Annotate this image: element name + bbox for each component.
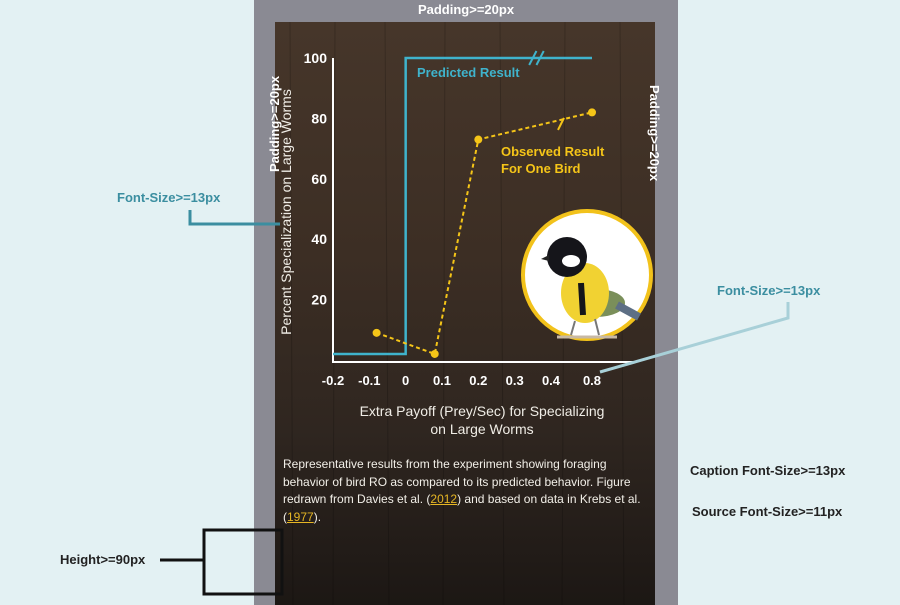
predicted-line	[333, 56, 592, 356]
y-tick-label: 80	[311, 110, 327, 126]
x-tick-label: -0.2	[322, 373, 344, 388]
x-axis-title-line1: Extra Payoff (Prey/Sec) for Specializing	[360, 403, 605, 419]
citation-link-2012[interactable]: 2012	[430, 492, 458, 506]
caption-text-1: Representative results from the experime…	[283, 457, 631, 506]
x-tick-label: 0.4	[542, 373, 561, 388]
predicted-axis-break-mark	[535, 50, 545, 66]
observed-axis-break-mark	[557, 117, 565, 131]
observed-data-point	[430, 349, 439, 358]
x-tick-label: 0.2	[469, 373, 487, 388]
observed-data-point	[588, 108, 596, 117]
x-tick-label: -0.1	[358, 373, 380, 388]
observed-line	[376, 111, 593, 356]
padding-left-label: Padding>=20px	[267, 75, 282, 172]
predicted-axis-break-mark	[528, 50, 538, 66]
font-size-annotation-left: Font-Size>=13px	[117, 190, 221, 205]
figure-caption: Representative results from the experime…	[283, 456, 649, 526]
payoff-chart: 20 40 60 80 100 -0.2 -0.1 0 0.1 0.2 0.3 0.4 0.8 Pred…	[278, 50, 653, 437]
caption-text-3: ).	[313, 509, 322, 524]
observed-data-point	[372, 328, 381, 337]
y-tick-label: 20	[311, 292, 327, 308]
observed-result-series	[372, 108, 596, 358]
observed-data-point	[474, 135, 483, 144]
y-tick-label: 60	[311, 171, 327, 187]
figure-panel: 20 40 60 80 100 -0.2 -0.1 0 0.1 0.2 0.3 0.4 0.8 Pred…	[275, 22, 655, 605]
caption-text-2: ) and based on data in Krebs et al. (	[283, 492, 641, 524]
x-tick-label: 0.8	[583, 373, 601, 388]
y-tick-label: 40	[311, 231, 327, 247]
font-size-annotation-right: Font-Size>=13px	[717, 283, 821, 298]
y-tick-label: 100	[304, 50, 328, 66]
x-tick-label: 0	[402, 373, 409, 388]
tick-labels: 20 40 60 80 100 -0.2 -0.1 0 0.1 0.2 0.3 0.4 0.8	[304, 50, 601, 388]
height-annotation: Height>=90px	[60, 552, 146, 567]
y-axis-title: Percent Specialization on Large Worms	[278, 89, 294, 335]
bird-photo	[521, 209, 653, 341]
x-axis-title-line2: on Large Worms	[430, 421, 533, 437]
padding-right-label: Padding>=20px	[647, 85, 662, 182]
source-font-annotation: Source Font-Size>=11px	[692, 504, 843, 519]
chart-axes	[332, 58, 633, 363]
caption-font-annotation: Caption Font-Size>=13px	[690, 463, 846, 478]
citation-link-1977[interactable]: 1977	[287, 509, 314, 524]
predicted-result-label: Predicted Result	[417, 65, 520, 80]
x-tick-label: 0.3	[506, 373, 524, 388]
x-tick-label: 0.1	[433, 373, 451, 388]
observed-result-label: Observed Result For One Bird	[501, 144, 608, 176]
padding-top-label: Padding>=20px	[417, 2, 515, 17]
predicted-result-series	[333, 50, 592, 356]
